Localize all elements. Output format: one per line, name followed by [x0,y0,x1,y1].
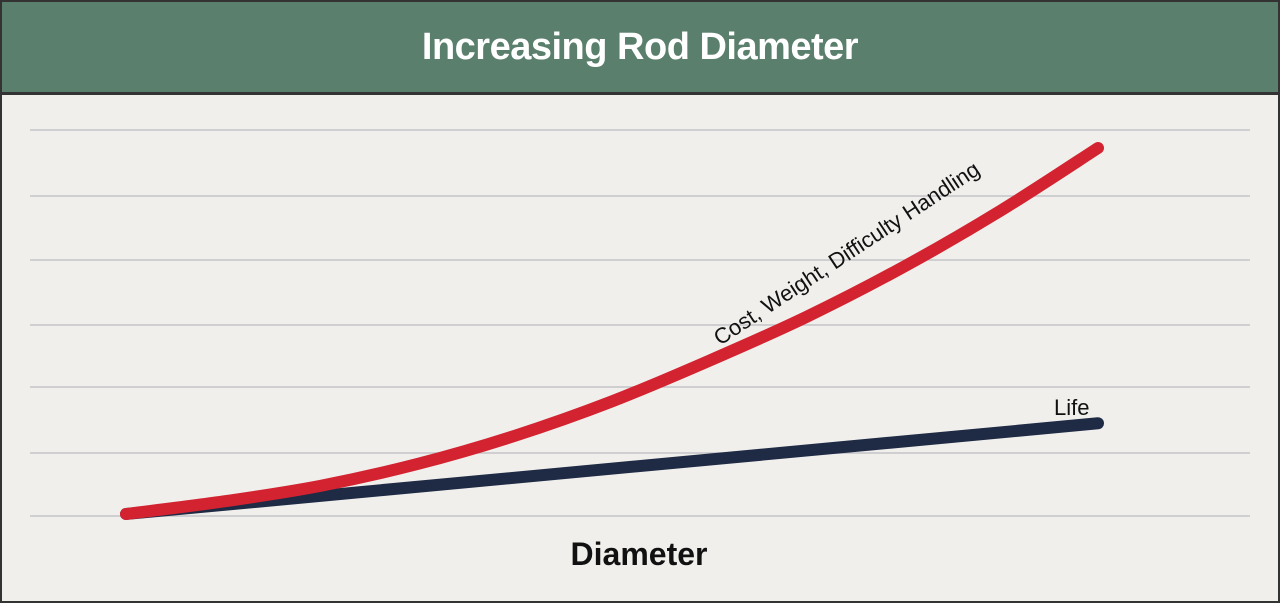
series-label-cost-weight-difficulty: Cost, Weight, Difficulty Handling [709,156,984,350]
title-bar: Increasing Rod Diameter [2,2,1278,95]
x-axis-label: Diameter [571,536,708,572]
series-line-life [120,417,1104,520]
series-line-cost-weight-difficulty [120,142,1104,520]
series-label-life: Life [1054,395,1089,420]
chart-title: Increasing Rod Diameter [421,25,859,68]
